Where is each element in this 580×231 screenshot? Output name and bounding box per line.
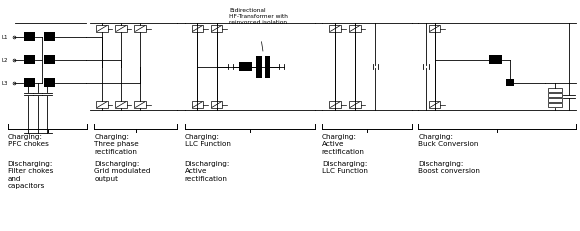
- Bar: [191, 102, 203, 109]
- Bar: [264, 56, 270, 78]
- Bar: [506, 80, 514, 87]
- Bar: [44, 56, 55, 65]
- Text: Discharging:
Boost conversion: Discharging: Boost conversion: [418, 160, 480, 174]
- Bar: [115, 102, 127, 109]
- Bar: [191, 26, 203, 33]
- Text: Charging:
Buck Conversion: Charging: Buck Conversion: [418, 134, 479, 147]
- Bar: [329, 26, 341, 33]
- Text: Charging:
PFC chokes: Charging: PFC chokes: [8, 134, 49, 147]
- Bar: [256, 56, 262, 78]
- Bar: [24, 56, 35, 65]
- Text: Discharging:
Grid modulated
output: Discharging: Grid modulated output: [95, 160, 151, 181]
- Bar: [44, 33, 55, 42]
- Bar: [548, 104, 562, 107]
- Text: L2: L2: [2, 58, 8, 63]
- Bar: [548, 99, 562, 102]
- Text: Bidirectional
HF-Transformer with
reinvorced isolation: Bidirectional HF-Transformer with reinvo…: [229, 8, 288, 25]
- Bar: [429, 102, 440, 109]
- Bar: [115, 26, 127, 33]
- Bar: [489, 56, 502, 65]
- Bar: [211, 102, 222, 109]
- Text: L1: L1: [2, 35, 8, 40]
- Bar: [135, 26, 146, 33]
- Bar: [96, 102, 108, 109]
- Text: Charging:
LLC Function: Charging: LLC Function: [184, 134, 231, 147]
- Bar: [24, 79, 35, 88]
- Bar: [239, 63, 252, 72]
- Text: Discharging:
Active
rectification: Discharging: Active rectification: [184, 160, 230, 181]
- Text: Charging:
Active
rectification: Charging: Active rectification: [322, 134, 365, 154]
- Bar: [429, 26, 440, 33]
- Text: L3: L3: [2, 81, 8, 86]
- Bar: [24, 33, 35, 42]
- Bar: [135, 102, 146, 109]
- Bar: [329, 102, 341, 109]
- Bar: [44, 79, 55, 88]
- Bar: [349, 26, 361, 33]
- Bar: [96, 26, 108, 33]
- Bar: [349, 102, 361, 109]
- Bar: [548, 89, 562, 92]
- Text: Discharging:
LLC Function: Discharging: LLC Function: [322, 160, 368, 174]
- Bar: [548, 94, 562, 97]
- Bar: [211, 26, 222, 33]
- Text: Charging:
Three phase
rectification: Charging: Three phase rectification: [95, 134, 139, 154]
- Text: Discharging:
Filter chokes
and
capacitors: Discharging: Filter chokes and capacitor…: [8, 160, 53, 189]
